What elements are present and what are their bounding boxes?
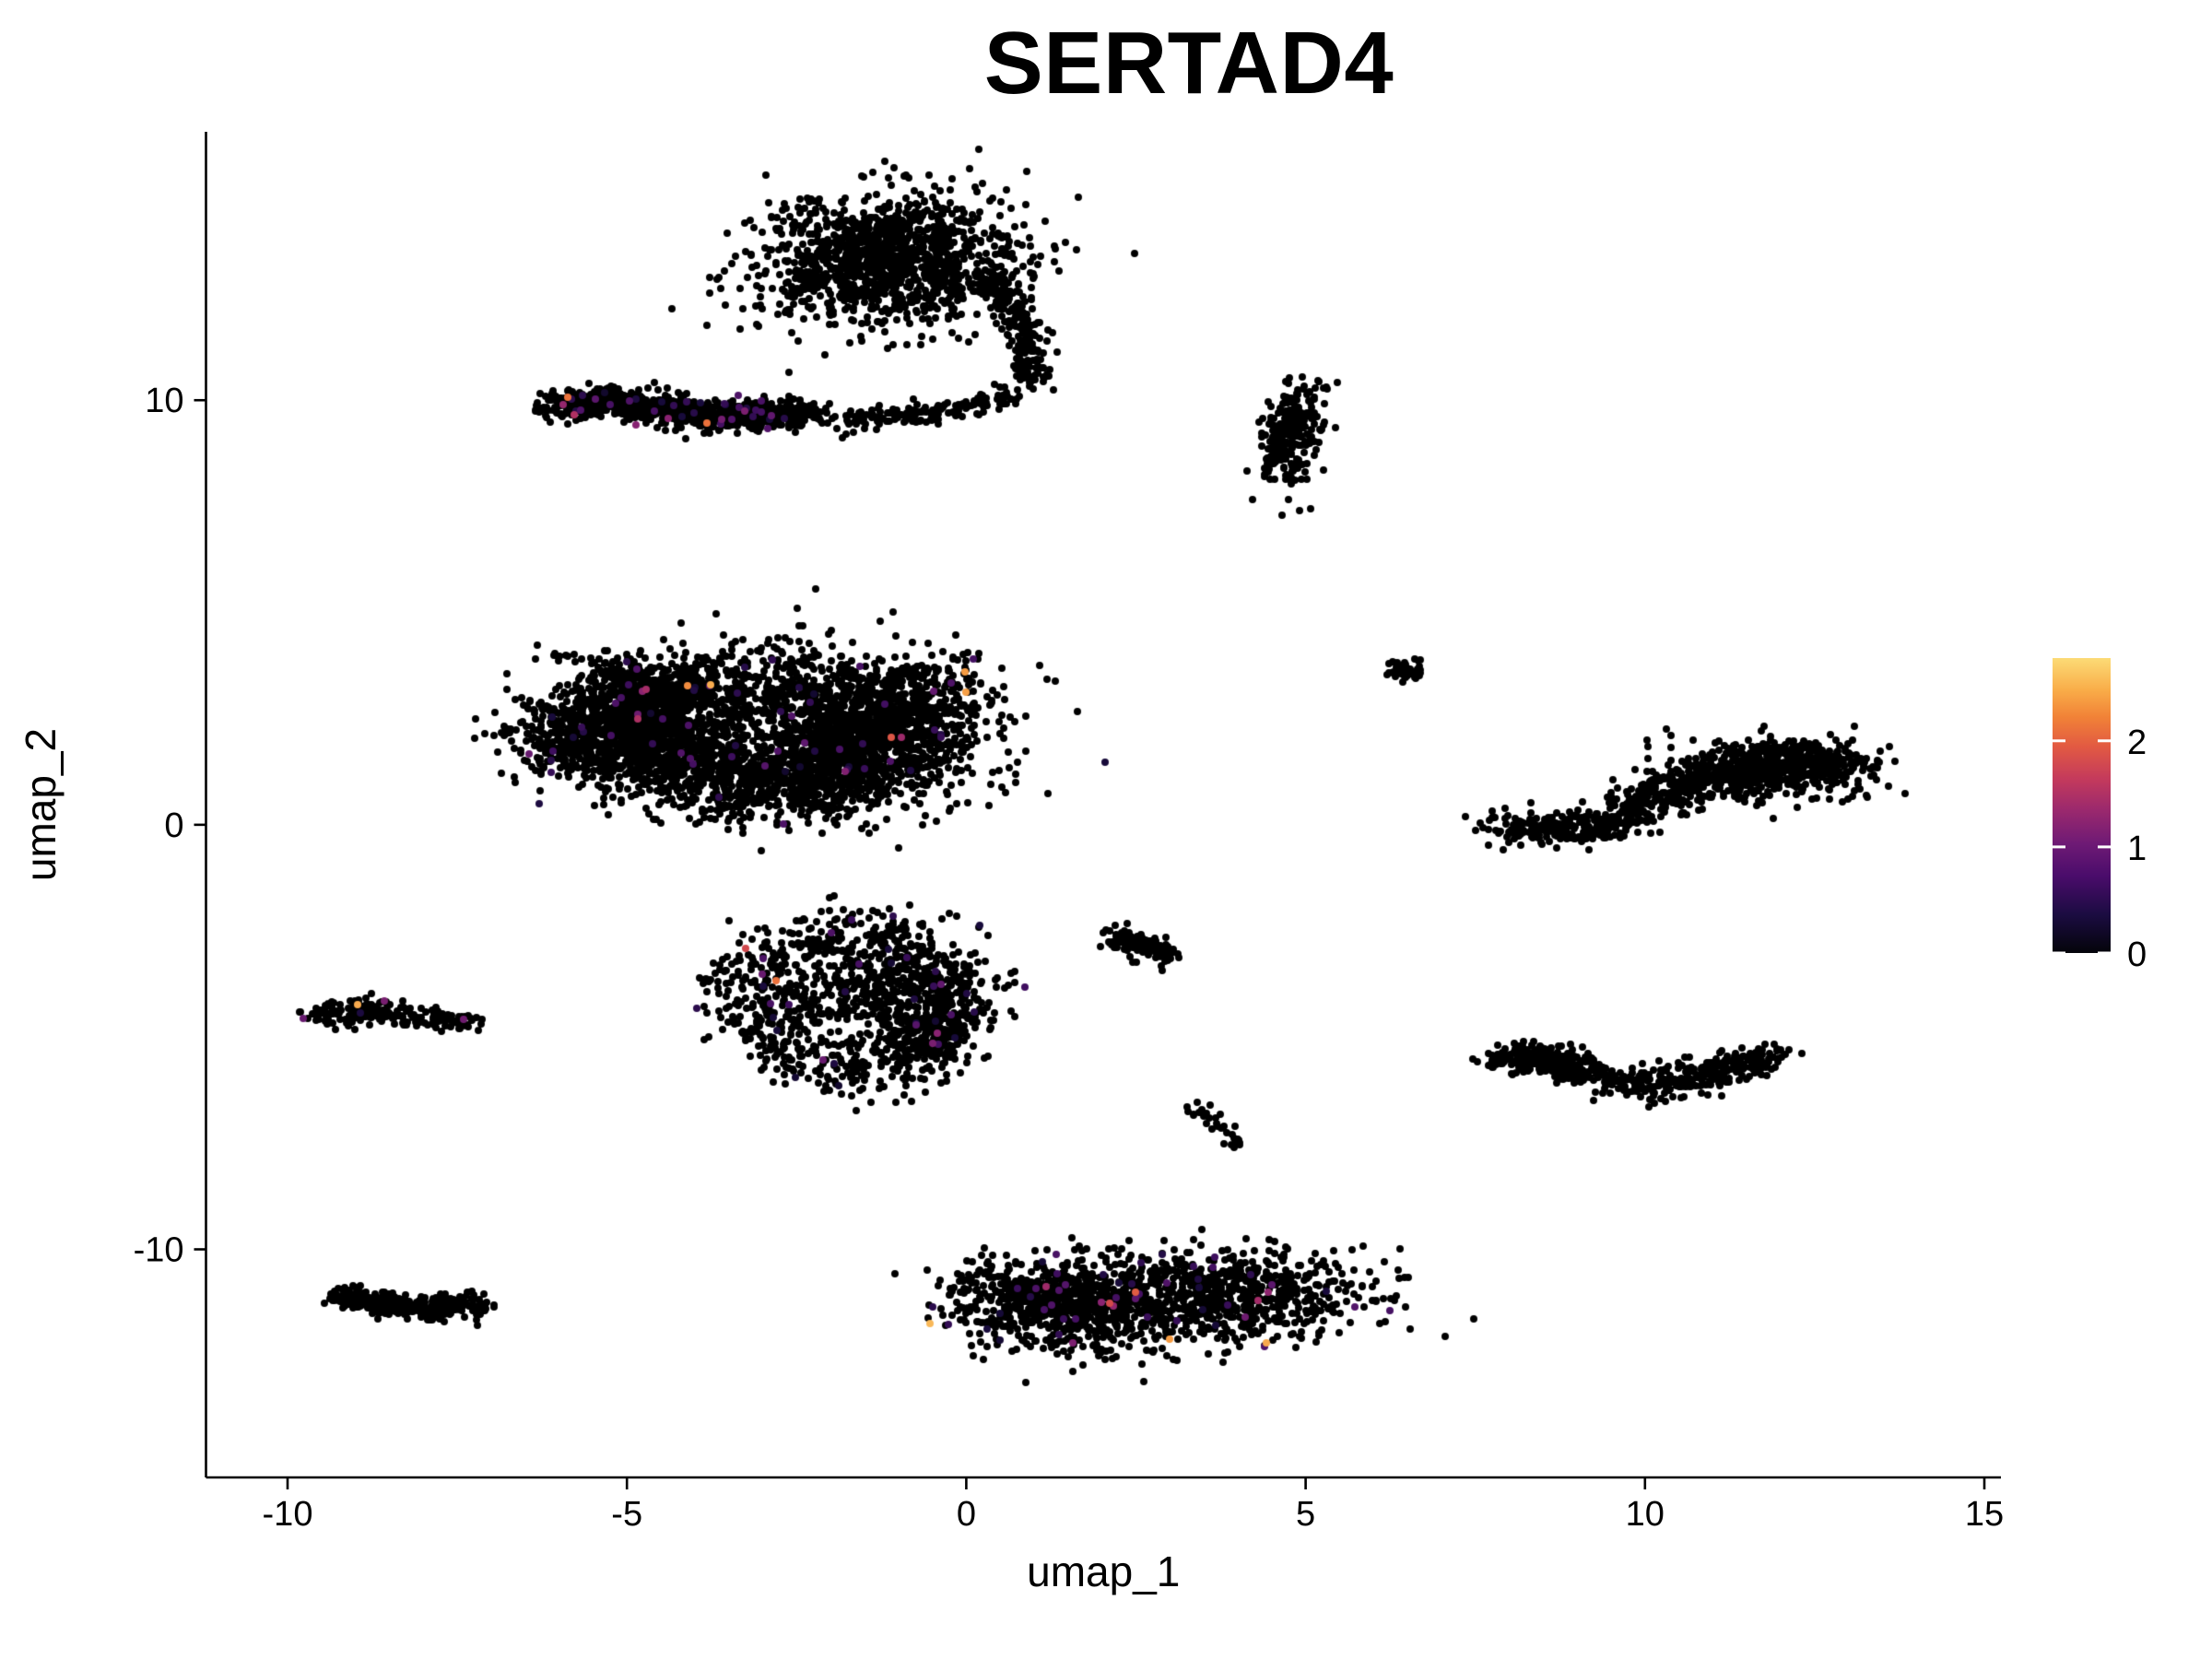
svg-text:10: 10 <box>145 382 183 420</box>
svg-text:-5: -5 <box>611 1495 642 1534</box>
svg-text:0: 0 <box>164 806 183 845</box>
svg-text:0: 0 <box>957 1495 976 1534</box>
svg-text:15: 15 <box>1965 1495 2004 1534</box>
svg-text:10: 10 <box>1626 1495 1665 1534</box>
svg-text:1: 1 <box>2127 830 2147 868</box>
svg-text:0: 0 <box>2127 935 2147 974</box>
svg-text:umap_1: umap_1 <box>1027 1547 1180 1595</box>
svg-text:2: 2 <box>2127 724 2147 762</box>
svg-text:-10: -10 <box>263 1495 313 1534</box>
svg-text:umap_2: umap_2 <box>17 728 65 881</box>
svg-text:5: 5 <box>1296 1495 1315 1534</box>
svg-text:-10: -10 <box>134 1231 184 1270</box>
